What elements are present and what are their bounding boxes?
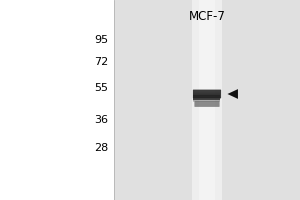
- Text: 36: 36: [94, 115, 108, 125]
- Bar: [194, 94, 220, 95]
- FancyBboxPatch shape: [194, 101, 220, 107]
- Text: 28: 28: [94, 143, 108, 153]
- Bar: [114, 0, 300, 200]
- Bar: [200, 0, 214, 200]
- Bar: [194, 99, 220, 100]
- Text: 55: 55: [94, 83, 108, 93]
- Bar: [194, 100, 220, 101]
- Bar: [194, 93, 220, 94]
- Text: MCF-7: MCF-7: [189, 10, 225, 23]
- Bar: [192, 0, 222, 200]
- Bar: [194, 92, 220, 93]
- Polygon shape: [227, 89, 238, 99]
- Bar: [194, 96, 220, 97]
- Text: 95: 95: [94, 35, 108, 45]
- Text: 72: 72: [94, 57, 108, 67]
- FancyBboxPatch shape: [193, 90, 221, 98]
- Bar: [194, 95, 220, 96]
- Bar: [194, 101, 220, 102]
- Bar: [194, 98, 220, 99]
- Bar: [194, 99, 220, 100]
- Bar: [194, 95, 220, 96]
- Bar: [194, 97, 220, 98]
